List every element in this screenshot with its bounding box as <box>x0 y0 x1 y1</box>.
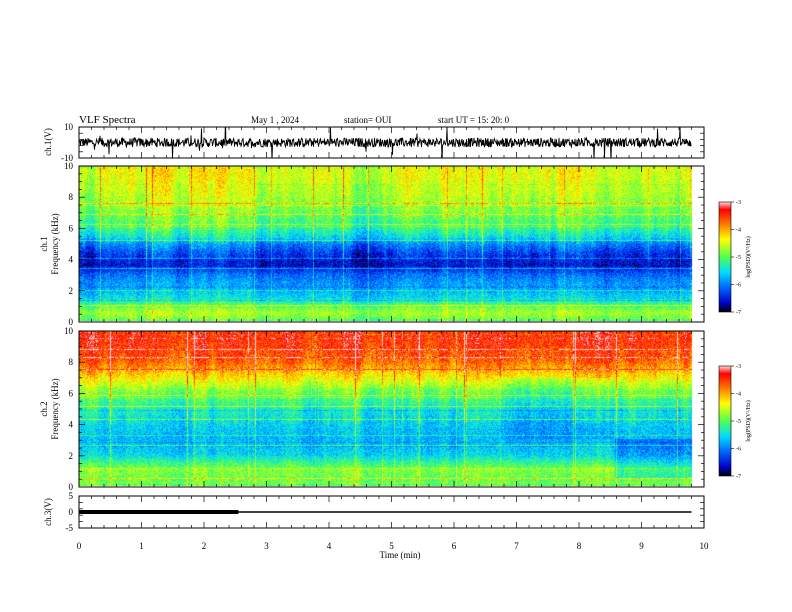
ch1-colorbar-ticks: -3 -4 -5 -6 -7 <box>731 200 741 316</box>
colorbar-ticklabel: -7 <box>736 310 741 316</box>
colorbar-ticklabel: -5 <box>736 255 741 261</box>
ch3-ytick-bottom: -5 <box>66 523 74 533</box>
colorbar-ticklabel: -4 <box>736 228 741 234</box>
date-label: May 1 , 2024 <box>251 115 299 125</box>
ch2-spectrogram-ylabel-channel: ch.2 <box>39 401 49 416</box>
ch2-colorbar-label: log(PSD)(V²/Hz) <box>745 400 752 441</box>
ch1-spectrogram-yticklabels: 0 2 4 6 8 10 <box>64 161 74 327</box>
frequency-ticklabel: 10 <box>64 326 74 336</box>
ch1-waveform-ylabel: ch.1(V) <box>43 128 53 156</box>
ch1-ytick-bottom: -10 <box>61 153 73 163</box>
frequency-ticklabel: 6 <box>69 223 74 233</box>
colorbar-ticklabel: -7 <box>736 474 741 480</box>
time-axis-ticklabel: 2 <box>202 541 207 551</box>
frequency-ticklabel: 4 <box>69 420 74 430</box>
ch1-spectrogram-ylabel-frequency: Frequency (kHz) <box>50 213 60 274</box>
colorbar-ticklabel: -4 <box>736 392 741 398</box>
ch1-spectrogram-frame <box>78 165 705 323</box>
ch1-colorbar-label: log(PSD)(V²/Hz) <box>745 236 752 277</box>
ch1-colorbar <box>718 201 732 313</box>
time-axis-ticklabel: 3 <box>264 541 269 551</box>
ch1-waveform-frame <box>78 126 705 159</box>
ch2-colorbar <box>718 365 732 477</box>
start-time-label: start UT = 15: 20: 0 <box>438 115 510 125</box>
ch2-spectrogram-image <box>79 331 693 486</box>
colorbar-ticklabel: -5 <box>736 419 741 425</box>
frequency-ticklabel: 8 <box>69 357 74 367</box>
time-axis-ticklabels: 0 1 2 3 4 5 6 7 8 9 10 <box>77 541 709 551</box>
colorbar-ticklabel: -3 <box>736 200 741 206</box>
ch1-spectrogram-image <box>79 166 693 321</box>
colorbar-ticklabel: -6 <box>736 283 741 289</box>
time-axis-ticklabel: 1 <box>139 541 144 551</box>
frequency-ticklabel: 0 <box>69 482 74 492</box>
time-axis-ticklabel: 8 <box>577 541 582 551</box>
ch3-ylabel: ch.3(V) <box>43 498 53 526</box>
frequency-ticklabel: 0 <box>69 317 74 327</box>
ch3-ytick-top: 5 <box>69 491 74 501</box>
ch2-spectrogram-yticklabels: 0 2 4 6 8 10 <box>64 326 74 492</box>
ch1-waveform-trace <box>79 127 692 158</box>
time-axis-ticklabel: 4 <box>327 541 332 551</box>
time-axis-ticklabel: 6 <box>452 541 457 551</box>
ch2-spectrogram-ylabel-frequency: Frequency (kHz) <box>50 378 60 439</box>
ch1-ytick-top: 10 <box>64 122 74 132</box>
ch1-spectrogram-ylabel-channel: ch.1 <box>39 236 49 251</box>
ch1-waveform-panel: 10 -10 ch.1(V) <box>43 122 705 163</box>
time-axis-ticklabel: 10 <box>700 541 710 551</box>
frequency-ticklabel: 4 <box>69 255 74 265</box>
time-axis-ticklabel: 7 <box>514 541 519 551</box>
ch3-frame <box>78 495 705 529</box>
station-label: station= OUI <box>344 115 391 125</box>
frequency-ticklabel: 2 <box>69 451 74 461</box>
frequency-ticklabel: 2 <box>69 286 74 296</box>
frequency-ticklabel: 6 <box>69 388 74 398</box>
frequency-ticklabel: 10 <box>64 161 74 171</box>
time-axis-ticklabel: 5 <box>389 541 394 551</box>
time-axis-label: Time (min) <box>380 550 421 560</box>
colorbar-ticklabel: -6 <box>736 447 741 453</box>
ch2-colorbar-ticks: -3 -4 -5 -6 -7 <box>731 364 741 480</box>
figure-title: VLF Spectra <box>79 114 136 126</box>
ch2-spectrogram-frame <box>78 330 705 488</box>
frequency-ticklabel: 8 <box>69 192 74 202</box>
time-axis-ticklabel: 0 <box>77 541 82 551</box>
ch1-waveform-line <box>79 127 692 158</box>
time-axis-ticklabel: 9 <box>639 541 644 551</box>
colorbar-ticklabel: -3 <box>736 364 741 370</box>
ch3-ytick-mid: 0 <box>69 507 74 517</box>
ch3-panel: 5 0 -5 ch.3(V) <box>43 491 705 533</box>
